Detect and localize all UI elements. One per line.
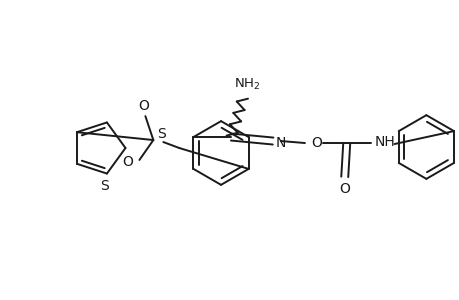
Text: O: O [339,182,349,196]
Text: O: O [138,99,149,113]
Text: S: S [101,178,109,193]
Text: O: O [311,136,322,150]
Text: O: O [122,155,133,169]
Text: NH: NH [373,135,394,149]
Text: S: S [157,127,165,141]
Text: N: N [275,136,285,150]
Text: NH$_2$: NH$_2$ [234,77,260,92]
